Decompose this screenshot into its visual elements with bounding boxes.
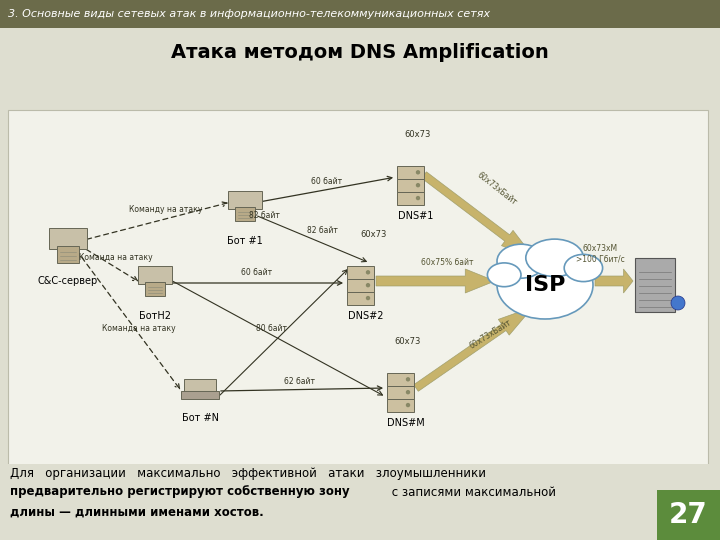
Text: Команду на атаку: Команду на атаку (130, 205, 203, 214)
Text: DNS#2: DNS#2 (348, 311, 384, 321)
FancyBboxPatch shape (145, 281, 165, 295)
Text: DNS#1: DNS#1 (398, 211, 433, 221)
Text: БотН2: БотН2 (139, 311, 171, 321)
Text: 27: 27 (669, 501, 707, 529)
Text: 60х75% байт: 60х75% байт (420, 258, 473, 267)
FancyBboxPatch shape (228, 191, 261, 209)
Text: с записями максимальной: с записями максимальной (388, 485, 556, 498)
Bar (8, 110, 708, 465)
Polygon shape (595, 269, 633, 293)
Bar (657, 490, 720, 540)
Text: Бот #1: Бот #1 (227, 236, 263, 246)
Circle shape (416, 197, 420, 200)
Text: 60 байт: 60 байт (241, 268, 273, 277)
Polygon shape (376, 269, 495, 293)
Text: ISP: ISP (525, 275, 565, 295)
Polygon shape (414, 307, 533, 392)
Bar (0, 464, 720, 540)
FancyBboxPatch shape (346, 266, 374, 279)
Text: 60х73хБайт: 60х73хБайт (467, 318, 513, 351)
Text: Бот #N: Бот #N (181, 413, 218, 423)
Ellipse shape (497, 244, 545, 278)
Text: 60 байт: 60 байт (312, 177, 343, 186)
Text: 60x73: 60x73 (361, 230, 387, 239)
FancyBboxPatch shape (387, 399, 413, 411)
Text: 3. Основные виды сетевых атак в информационно-телекоммуникационных сетях: 3. Основные виды сетевых атак в информац… (8, 9, 490, 19)
Ellipse shape (564, 254, 603, 281)
FancyBboxPatch shape (635, 258, 675, 312)
Text: 60x73: 60x73 (395, 337, 421, 346)
Text: длины — длинными именами хостов.: длины — длинными именами хостов. (10, 505, 264, 518)
Text: Для   организации   максимально   эффективной   атаки   злоумышленники: Для организации максимально эффективной … (10, 467, 486, 480)
FancyBboxPatch shape (57, 246, 79, 262)
Text: 60х73хМ
>100 Гбит/с: 60х73хМ >100 Гбит/с (575, 244, 624, 263)
Text: Команда на атаку: Команда на атаку (102, 324, 176, 333)
Text: 82 байт: 82 байт (307, 226, 338, 235)
FancyBboxPatch shape (397, 166, 423, 179)
Ellipse shape (526, 239, 583, 276)
Polygon shape (422, 172, 535, 259)
Text: 60х73хБайт: 60х73хБайт (475, 171, 518, 207)
Text: 82 байт: 82 байт (249, 211, 280, 220)
Circle shape (366, 296, 369, 300)
Text: 62 байт: 62 байт (284, 377, 315, 386)
FancyBboxPatch shape (235, 206, 255, 220)
Ellipse shape (487, 263, 521, 287)
FancyBboxPatch shape (181, 390, 219, 399)
Circle shape (366, 271, 369, 274)
FancyBboxPatch shape (346, 279, 374, 292)
Circle shape (416, 171, 420, 174)
FancyBboxPatch shape (397, 192, 423, 205)
Text: DNS#M: DNS#M (387, 418, 425, 428)
Circle shape (671, 296, 685, 310)
FancyBboxPatch shape (184, 379, 216, 394)
Text: Команда на атаку: Команда на атаку (79, 253, 153, 262)
Text: Атака методом DNS Amplification: Атака методом DNS Amplification (171, 43, 549, 62)
Ellipse shape (497, 251, 593, 319)
Text: C&C-сервер: C&C-сервер (38, 276, 98, 286)
Text: 80 байт: 80 байт (256, 324, 287, 333)
FancyBboxPatch shape (387, 373, 413, 386)
Circle shape (407, 403, 410, 407)
Bar (0, 0, 720, 28)
Circle shape (407, 378, 410, 381)
FancyBboxPatch shape (138, 266, 171, 284)
FancyBboxPatch shape (397, 179, 423, 192)
Circle shape (416, 184, 420, 187)
Text: предварительно регистрируют собственную зону: предварительно регистрируют собственную … (10, 485, 350, 498)
Circle shape (366, 284, 369, 287)
FancyBboxPatch shape (387, 386, 413, 399)
Text: 60x73: 60x73 (405, 130, 431, 139)
FancyBboxPatch shape (49, 228, 87, 249)
FancyBboxPatch shape (346, 292, 374, 305)
Circle shape (407, 390, 410, 394)
